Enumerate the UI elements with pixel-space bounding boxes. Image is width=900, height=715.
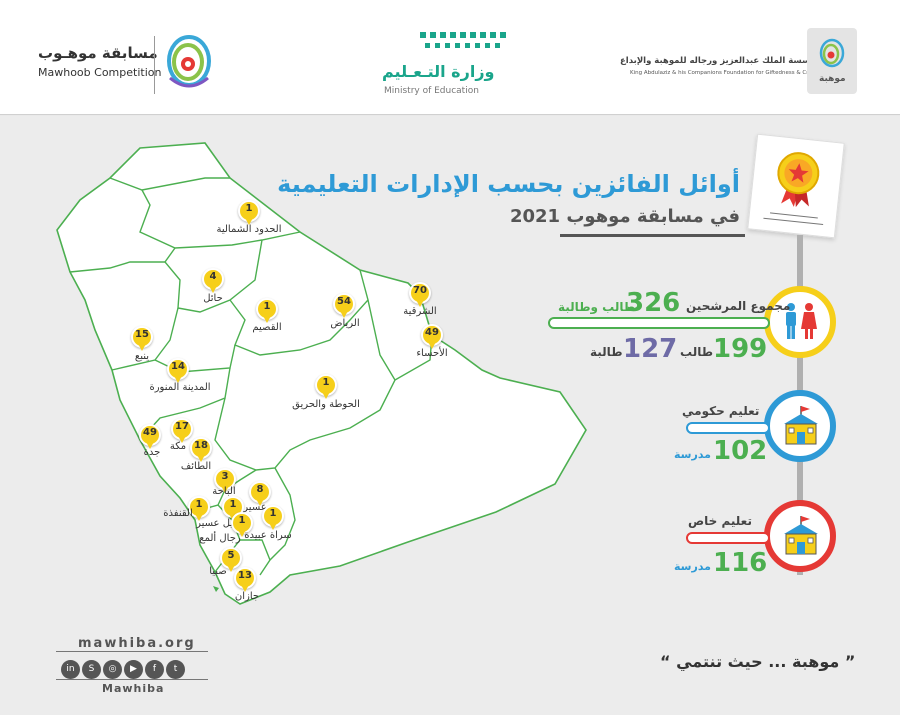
private-school-icon <box>784 516 818 555</box>
mawhoob-logo-icon <box>167 35 211 88</box>
male-value: 199 <box>713 334 768 364</box>
pin-rijal-almaa[interactable]: 1 <box>231 512 253 540</box>
pin-sabya[interactable]: 5 <box>220 547 242 575</box>
mawhiba-logo-icon <box>819 38 845 68</box>
gov-value: 102 <box>713 436 768 466</box>
ministry-title-ar: وزارة التـعـليم <box>382 62 495 81</box>
gov-school-circle <box>764 390 836 462</box>
footer-divider-top <box>56 651 208 652</box>
social-icons: in S ◎ ▶ f t <box>60 656 186 679</box>
brand-name: Mawhiba <box>102 682 165 695</box>
facebook-icon[interactable]: f <box>145 660 164 679</box>
pin-riyadh[interactable]: 54 <box>333 293 355 321</box>
label-jeddah: جدة <box>143 447 161 458</box>
mawhiba-logo-text: موهبة <box>819 74 846 84</box>
pin-sarat-abidah[interactable]: 1 <box>262 505 284 533</box>
pin-jeddah[interactable]: 49 <box>139 424 161 452</box>
twitter-icon[interactable]: t <box>166 660 185 679</box>
header: مسابقة موهـوب Mawhoob Competition وزارة … <box>0 0 900 115</box>
pin-asir[interactable]: 8 <box>249 481 271 509</box>
pin-yanbu[interactable]: 15 <box>131 326 153 354</box>
title-underline <box>560 234 745 237</box>
gov-bar <box>686 422 770 434</box>
pin-jazan[interactable]: 13 <box>234 567 256 595</box>
pin-makkah[interactable]: 17 <box>171 418 193 446</box>
ministry-logo-icon <box>420 32 506 48</box>
mawhiba-logo-box: موهبة <box>807 28 857 94</box>
label-madinah: المدينة المنورة <box>149 382 211 393</box>
label-muhayil-asir: محايل عسير <box>196 518 248 529</box>
male-female-icon <box>786 303 817 339</box>
total-unit: طالب وطالبة <box>558 300 636 314</box>
foundation-title-ar: مؤسسة الملك عبدالعزيز ورجاله للموهبة وال… <box>620 56 821 66</box>
total-value: 326 <box>626 288 681 318</box>
farasan-island <box>213 586 219 592</box>
label-sabya: صبيا <box>209 566 227 577</box>
female-value: 127 <box>623 334 678 364</box>
label-baha: الباحة <box>212 486 236 497</box>
pin-qunfudhah[interactable]: 1 <box>188 496 210 524</box>
label-taif: الطائف <box>180 461 212 472</box>
label-hail: حائل <box>203 293 223 304</box>
gov-school-icon <box>784 406 818 445</box>
award-line-2 <box>763 217 824 226</box>
mawhoob-title-ar: مسابقة موهـوب <box>38 44 158 62</box>
linkedin-icon[interactable]: in <box>61 660 80 679</box>
label-eastern: الشرقية <box>403 306 437 317</box>
pin-taif[interactable]: 18 <box>190 437 212 465</box>
label-asir: عسير <box>243 502 267 513</box>
label-qunfudhah: القنفذة <box>163 508 193 519</box>
private-bar <box>686 532 770 544</box>
mawhoob-title-en: Mawhoob Competition <box>38 66 162 79</box>
pin-madinah[interactable]: 14 <box>167 358 189 386</box>
pin-hawtah-hariq[interactable]: 1 <box>315 374 337 402</box>
award-card <box>747 133 845 239</box>
label-jazan: جازان <box>234 591 260 602</box>
label-ahsa: الأحساء <box>416 348 448 359</box>
footer-divider-bottom <box>56 679 208 680</box>
gov-label: تعليم حكومي <box>682 404 760 418</box>
label-qassim: القصيم <box>252 322 282 333</box>
private-unit: مدرسة <box>674 560 711 573</box>
pin-northern-borders[interactable]: 1 <box>238 200 260 228</box>
label-northern-borders: الحدود الشمالية <box>216 224 282 235</box>
total-bar <box>548 317 770 329</box>
youtube-icon[interactable]: ▶ <box>124 660 143 679</box>
main-title: أوائل الفائزين بحسب الإدارات التعليمية <box>277 170 740 198</box>
private-value: 116 <box>713 548 768 578</box>
foundation-title-en: King Abdulaziz & his Companions Foundati… <box>630 70 830 76</box>
pin-qassim[interactable]: 1 <box>256 298 278 326</box>
label-riyadh: الرياض <box>330 318 360 329</box>
pin-ahsa[interactable]: 49 <box>421 324 443 352</box>
label-makkah: مكة <box>169 441 187 452</box>
ministry-title-en: Ministry of Education <box>384 86 479 96</box>
private-label: تعليم خاص <box>688 514 752 528</box>
slogan: “ موهبة ... حيث تنتمي ” <box>660 652 856 671</box>
main-subtitle: في مسابقة موهوب 2021 <box>509 206 740 227</box>
header-divider <box>154 36 155 94</box>
pin-baha[interactable]: 3 <box>214 468 236 496</box>
female-unit: طالبة <box>590 345 623 359</box>
site-url[interactable]: mawhiba.org <box>78 636 196 651</box>
instagram-icon[interactable]: ◎ <box>103 660 122 679</box>
label-yanbu: ينبع <box>134 351 150 362</box>
private-school-circle <box>764 500 836 572</box>
snapchat-icon[interactable]: S <box>82 660 101 679</box>
pin-eastern[interactable]: 70 <box>409 282 431 310</box>
award-badge-icon <box>777 152 820 208</box>
male-unit: طالب <box>680 345 714 359</box>
students-circle <box>764 286 836 358</box>
label-hawtah-hariq: الحوطة والحريق <box>292 399 360 410</box>
label-sarat-abidah: سراة عبيدة <box>244 530 292 541</box>
award-line-1 <box>769 212 818 219</box>
label-rijal-almaa: رجال ألمع <box>199 533 241 544</box>
total-label: مجموع المرشحين <box>686 299 791 313</box>
pin-hail[interactable]: 4 <box>202 268 224 296</box>
gov-unit: مدرسة <box>674 448 711 461</box>
